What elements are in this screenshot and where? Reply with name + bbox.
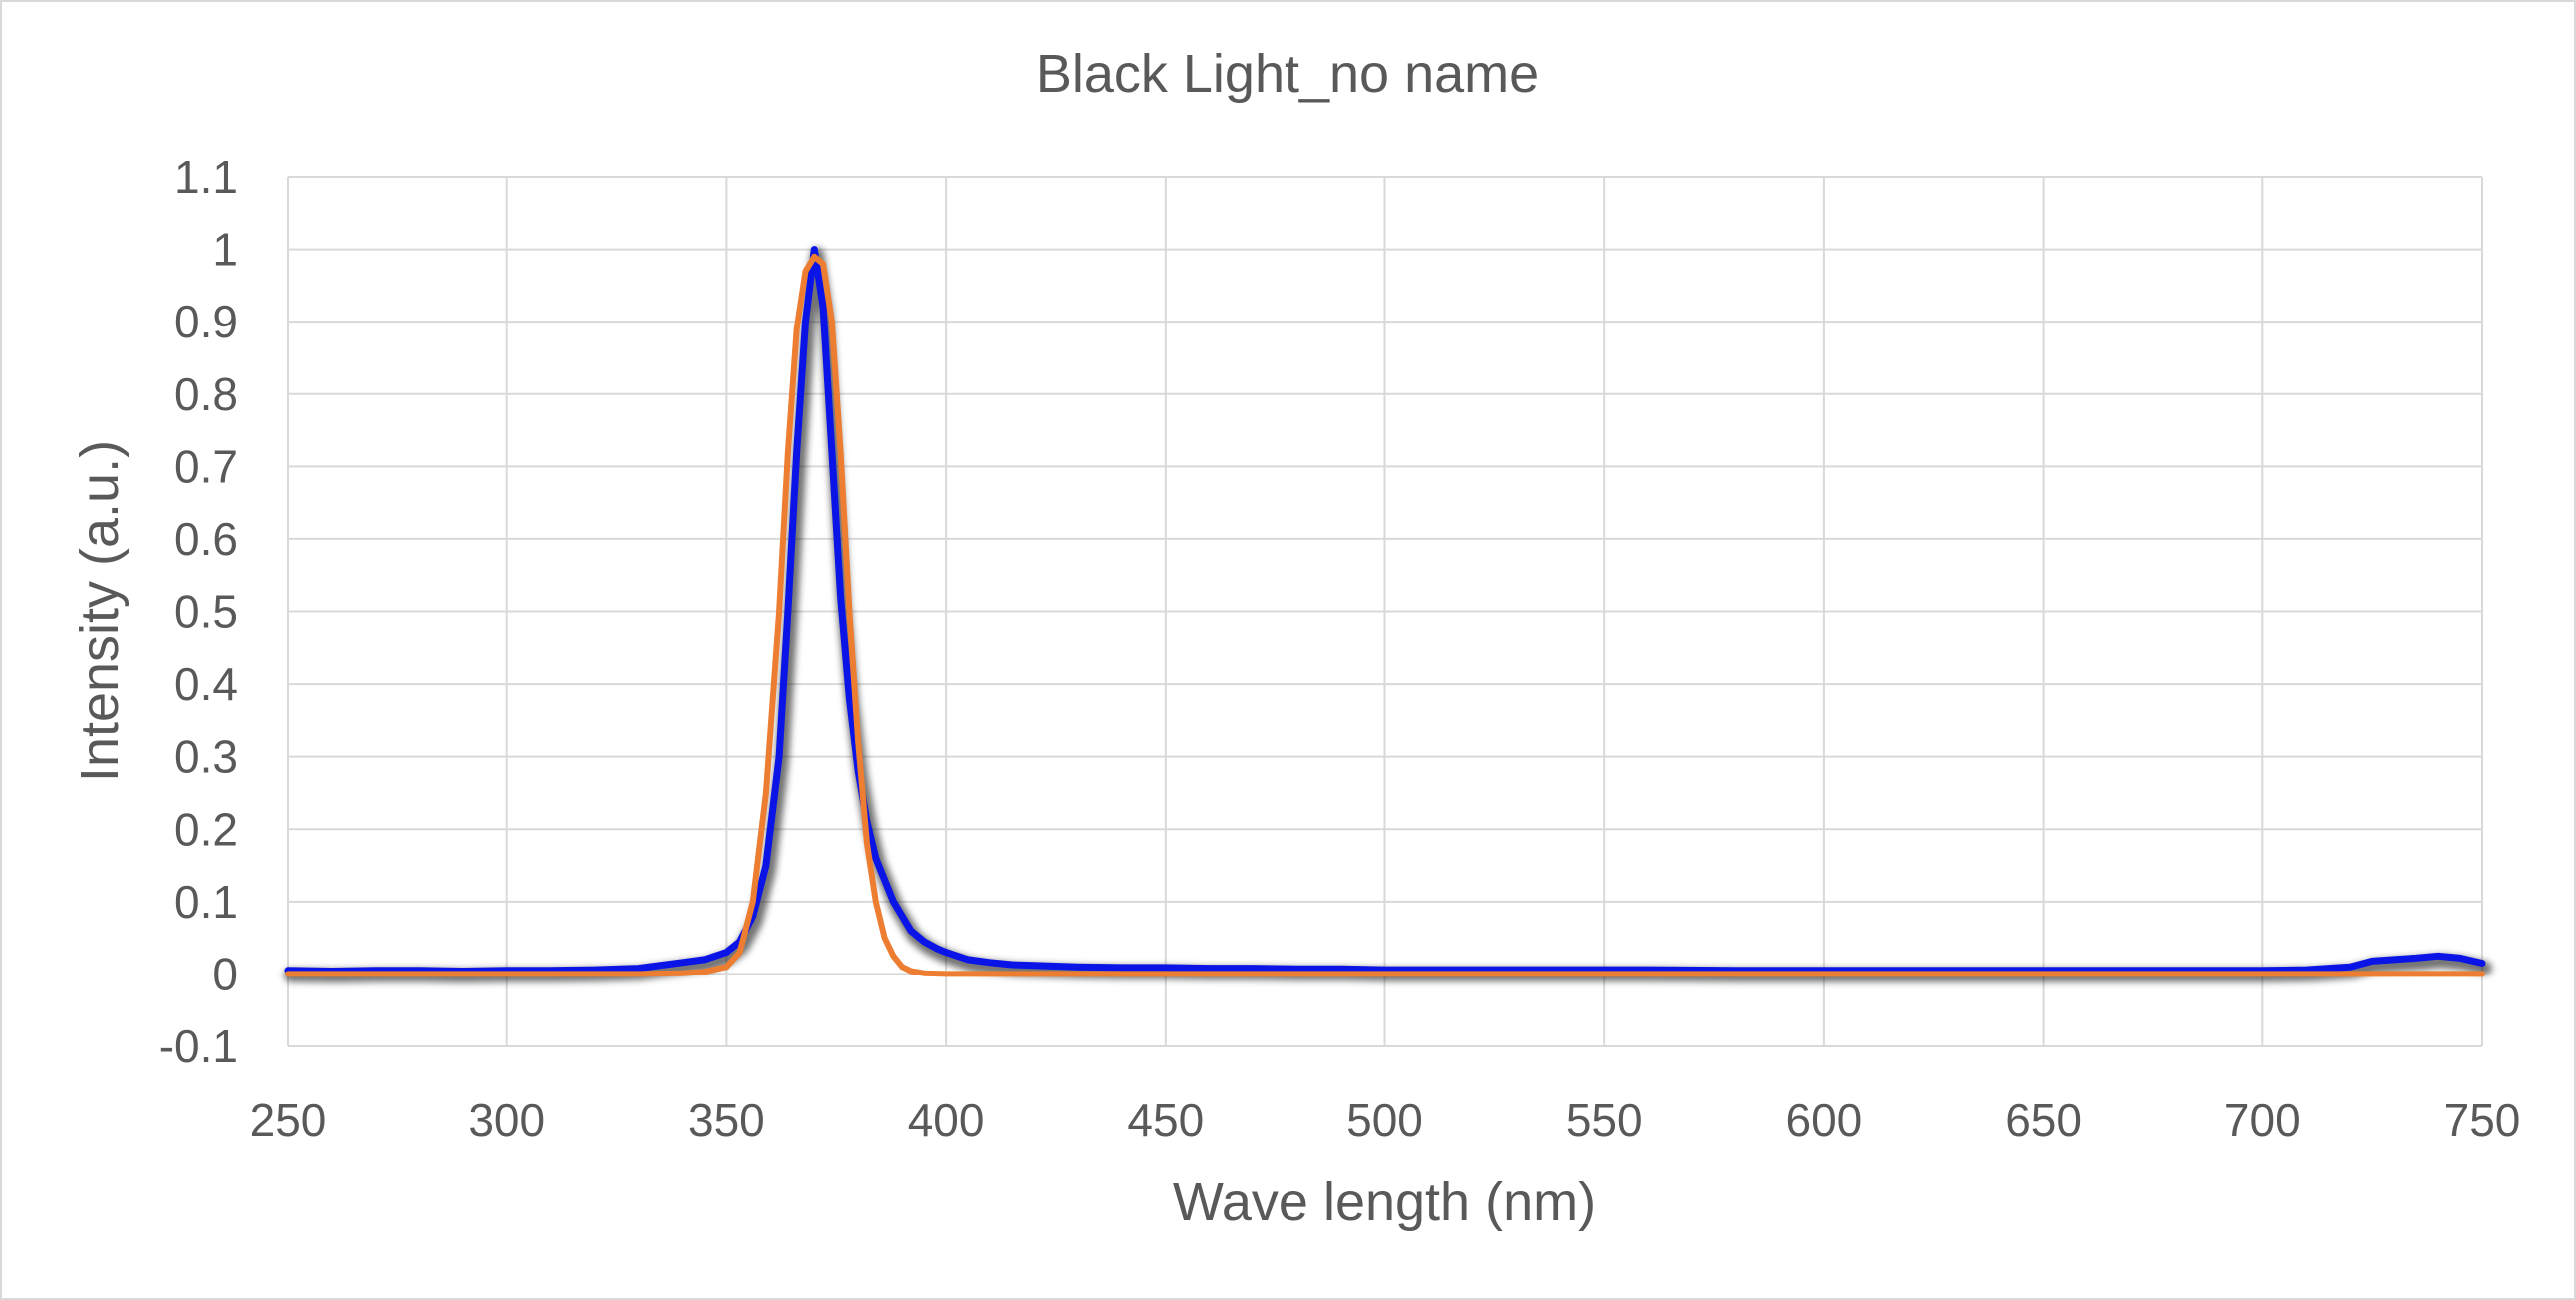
tick-labels: -0.1 0 0.1 0.2 0.3 0.4 0.5 0.6 0.7 0.8 0.9 1 1.1 250 3… xyxy=(159,151,2521,1146)
y-tick-label: 0.5 xyxy=(174,586,238,638)
x-tick-label: 650 xyxy=(2005,1094,2082,1146)
x-tick-label: 550 xyxy=(1566,1094,1643,1146)
y-tick-label: 0.2 xyxy=(174,803,238,855)
grid xyxy=(287,176,2483,1047)
series-layer xyxy=(284,246,2492,983)
y-axis-title: Intensity (a.u.) xyxy=(70,440,130,782)
x-tick-label: 700 xyxy=(2224,1094,2301,1146)
y-tick-label: 0 xyxy=(212,948,238,999)
x-tick-label: 250 xyxy=(250,1094,327,1146)
series-2-line xyxy=(285,253,2485,977)
x-tick-label: 600 xyxy=(1786,1094,1863,1146)
y-tick-label: 0.4 xyxy=(174,658,238,710)
x-tick-label: 450 xyxy=(1127,1094,1204,1146)
y-tick-label: -0.1 xyxy=(159,1020,238,1072)
x-tick-label: 750 xyxy=(2444,1094,2521,1146)
x-tick-label: 500 xyxy=(1346,1094,1423,1146)
y-tick-label: 0.1 xyxy=(174,876,238,928)
y-tick-label: 0.3 xyxy=(174,731,238,783)
chart-title: Black Light_no name xyxy=(1036,44,1539,104)
y-tick-label: 0.9 xyxy=(174,296,238,347)
x-tick-label: 350 xyxy=(688,1094,765,1146)
series-1-shadow xyxy=(284,247,2492,983)
y-tick-label: 1 xyxy=(212,224,238,276)
x-tick-label: 300 xyxy=(468,1094,545,1146)
x-tick-label: 400 xyxy=(908,1094,985,1146)
y-tick-label: 1.1 xyxy=(174,151,238,203)
y-tick-label: 0.7 xyxy=(174,440,238,492)
x-axis-title: Wave length (nm) xyxy=(1173,1172,1596,1232)
series-1-line xyxy=(284,246,2486,975)
y-tick-label: 0.8 xyxy=(174,368,238,420)
y-tick-label: 0.6 xyxy=(174,513,238,565)
